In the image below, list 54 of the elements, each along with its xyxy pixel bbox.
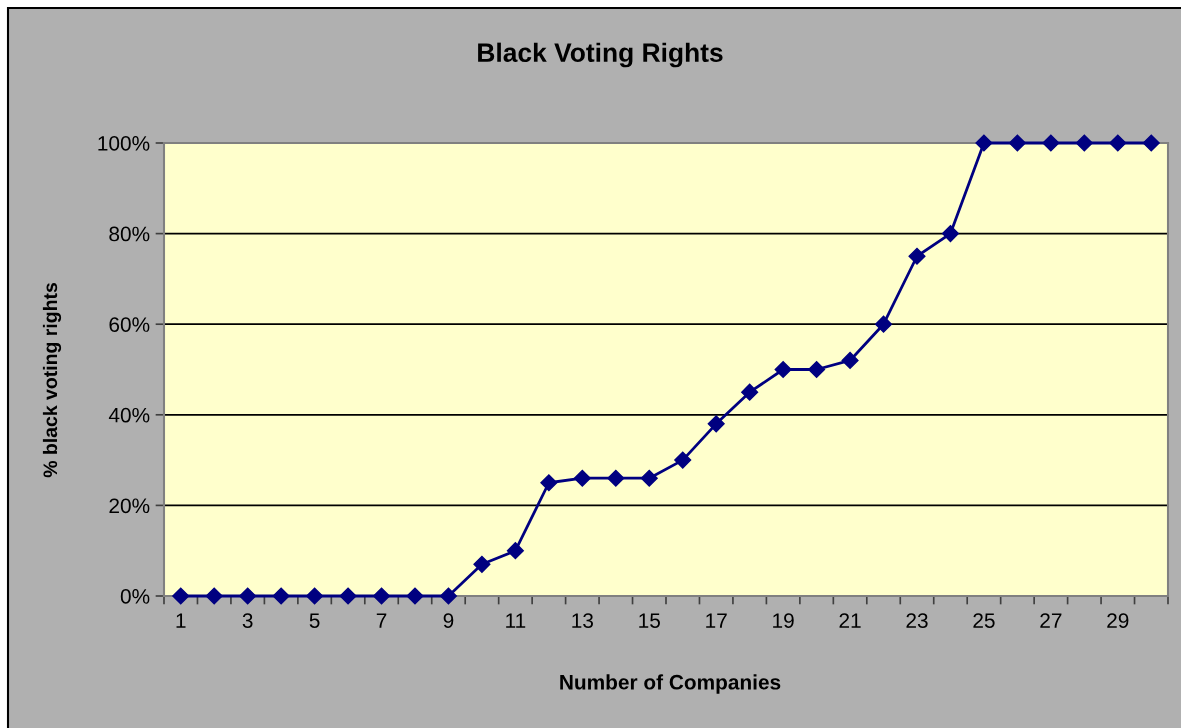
point xyxy=(473,555,491,573)
point xyxy=(339,587,357,605)
x-tick-label: 3 xyxy=(242,613,253,628)
y-tick-label: 0% xyxy=(120,589,150,604)
x-tick-label: 11 xyxy=(506,613,526,628)
point xyxy=(774,360,792,379)
point xyxy=(372,587,391,605)
x-tick-label: 15 xyxy=(639,613,660,628)
point xyxy=(741,383,759,401)
point xyxy=(808,360,826,379)
x-tick-label: 5 xyxy=(309,613,320,628)
point xyxy=(573,469,591,487)
x-tick-label: 17 xyxy=(706,613,727,628)
point xyxy=(607,469,625,487)
point xyxy=(841,351,859,369)
point xyxy=(1008,134,1026,152)
point xyxy=(406,587,424,605)
point xyxy=(874,315,893,333)
point xyxy=(1042,134,1060,152)
x-tick-label: 7 xyxy=(376,613,387,628)
y-axis-title: % black voting rights xyxy=(42,283,62,478)
x-tick-label: 1 xyxy=(176,613,186,628)
y-tick-label: 40% xyxy=(108,407,150,423)
point xyxy=(1109,134,1127,152)
x-tick-label: 9 xyxy=(443,613,454,628)
y-tick-label: 60% xyxy=(109,317,150,332)
point xyxy=(239,587,257,605)
point xyxy=(506,542,524,560)
point xyxy=(1075,134,1093,152)
chart-title: Black Voting Rights xyxy=(478,42,723,68)
point xyxy=(306,587,324,605)
point xyxy=(640,469,658,487)
point xyxy=(674,451,692,469)
point xyxy=(1142,134,1160,152)
x-tick-label: 13 xyxy=(572,613,594,628)
point xyxy=(272,587,290,605)
point xyxy=(908,247,926,265)
y-tick-label: 80% xyxy=(109,226,150,242)
point xyxy=(540,474,558,492)
x-tick-label: 29 xyxy=(1107,613,1129,628)
x-tick-label: 21 xyxy=(839,613,861,628)
point xyxy=(975,134,993,152)
point xyxy=(941,225,960,243)
x-axis-title: Number of Companies xyxy=(560,674,781,694)
point xyxy=(707,415,725,433)
y-tick-label: 20% xyxy=(109,498,150,514)
x-tick-label: 19 xyxy=(773,613,794,628)
x-tick-label: 27 xyxy=(1040,613,1062,628)
point xyxy=(439,587,458,605)
point xyxy=(205,587,223,605)
x-tick-label: 25 xyxy=(973,613,995,628)
point xyxy=(172,587,190,605)
x-tick-label: 23 xyxy=(906,613,928,628)
y-tick-label: 100% xyxy=(98,136,150,151)
